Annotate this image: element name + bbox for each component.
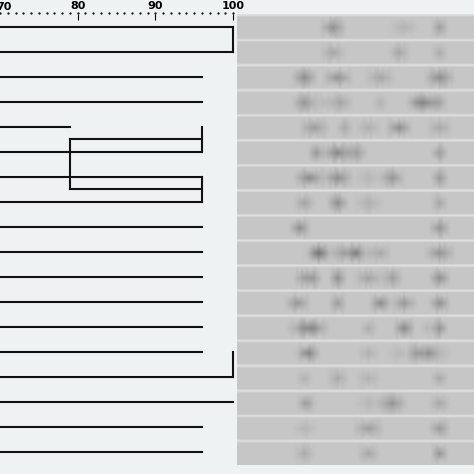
Text: 70: 70	[0, 2, 11, 12]
